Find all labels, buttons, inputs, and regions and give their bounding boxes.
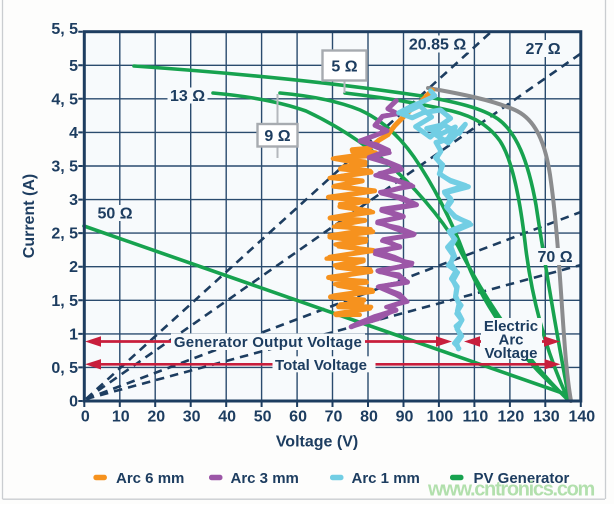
svg-text:90: 90 [396, 409, 414, 426]
svg-text:Generator Output Voltage: Generator Output Voltage [174, 334, 362, 351]
svg-text:3: 3 [69, 192, 78, 209]
svg-text:0, 5: 0, 5 [51, 360, 78, 377]
svg-text:100: 100 [427, 409, 454, 426]
svg-text:Voltage: Voltage [484, 345, 537, 362]
svg-text:140: 140 [568, 409, 595, 426]
svg-text:60: 60 [289, 409, 307, 426]
svg-text:70: 70 [325, 409, 343, 426]
svg-text:30: 30 [183, 409, 201, 426]
svg-text:5, 5: 5, 5 [51, 21, 78, 38]
svg-text:Arc: Arc [498, 332, 523, 349]
svg-text:20: 20 [147, 409, 165, 426]
svg-text:130: 130 [533, 409, 560, 426]
svg-text:0: 0 [69, 394, 78, 411]
svg-text:10: 10 [112, 409, 130, 426]
svg-text:0: 0 [81, 409, 90, 426]
svg-text:80: 80 [360, 409, 378, 426]
svg-text:50 Ω: 50 Ω [97, 206, 132, 223]
svg-text:Arc 6 mm: Arc 6 mm [116, 470, 184, 487]
svg-text:5 Ω: 5 Ω [331, 59, 357, 76]
svg-text:110: 110 [463, 409, 489, 426]
svg-text:Current (A): Current (A) [21, 174, 38, 258]
svg-text:4, 5: 4, 5 [51, 91, 78, 108]
svg-text:9 Ω: 9 Ω [264, 128, 290, 145]
svg-text:www.cntronics.com: www.cntronics.com [427, 479, 595, 501]
svg-text:2, 5: 2, 5 [51, 226, 78, 243]
svg-text:50: 50 [254, 409, 272, 426]
svg-text:Arc 1 mm: Arc 1 mm [352, 470, 420, 487]
svg-text:Arc 3 mm: Arc 3 mm [231, 470, 299, 487]
svg-text:40: 40 [218, 409, 236, 426]
svg-text:27 Ω: 27 Ω [525, 41, 560, 58]
svg-text:20.85 Ω: 20.85 Ω [409, 37, 466, 54]
svg-text:120: 120 [498, 409, 525, 426]
svg-text:70 Ω: 70 Ω [537, 249, 572, 266]
svg-text:2: 2 [69, 259, 78, 276]
svg-text:1: 1 [69, 326, 78, 343]
svg-text:Electric: Electric [484, 318, 538, 335]
svg-text:Voltage (V): Voltage (V) [276, 434, 358, 451]
svg-text:13 Ω: 13 Ω [170, 88, 205, 105]
svg-text:PV Generator: PV Generator [474, 470, 570, 487]
svg-text:3, 5: 3, 5 [51, 158, 78, 175]
svg-text:5: 5 [69, 58, 78, 75]
svg-text:4: 4 [69, 125, 78, 142]
svg-text:Total Voltage: Total Voltage [275, 357, 367, 374]
svg-text:1, 5: 1, 5 [51, 293, 78, 310]
